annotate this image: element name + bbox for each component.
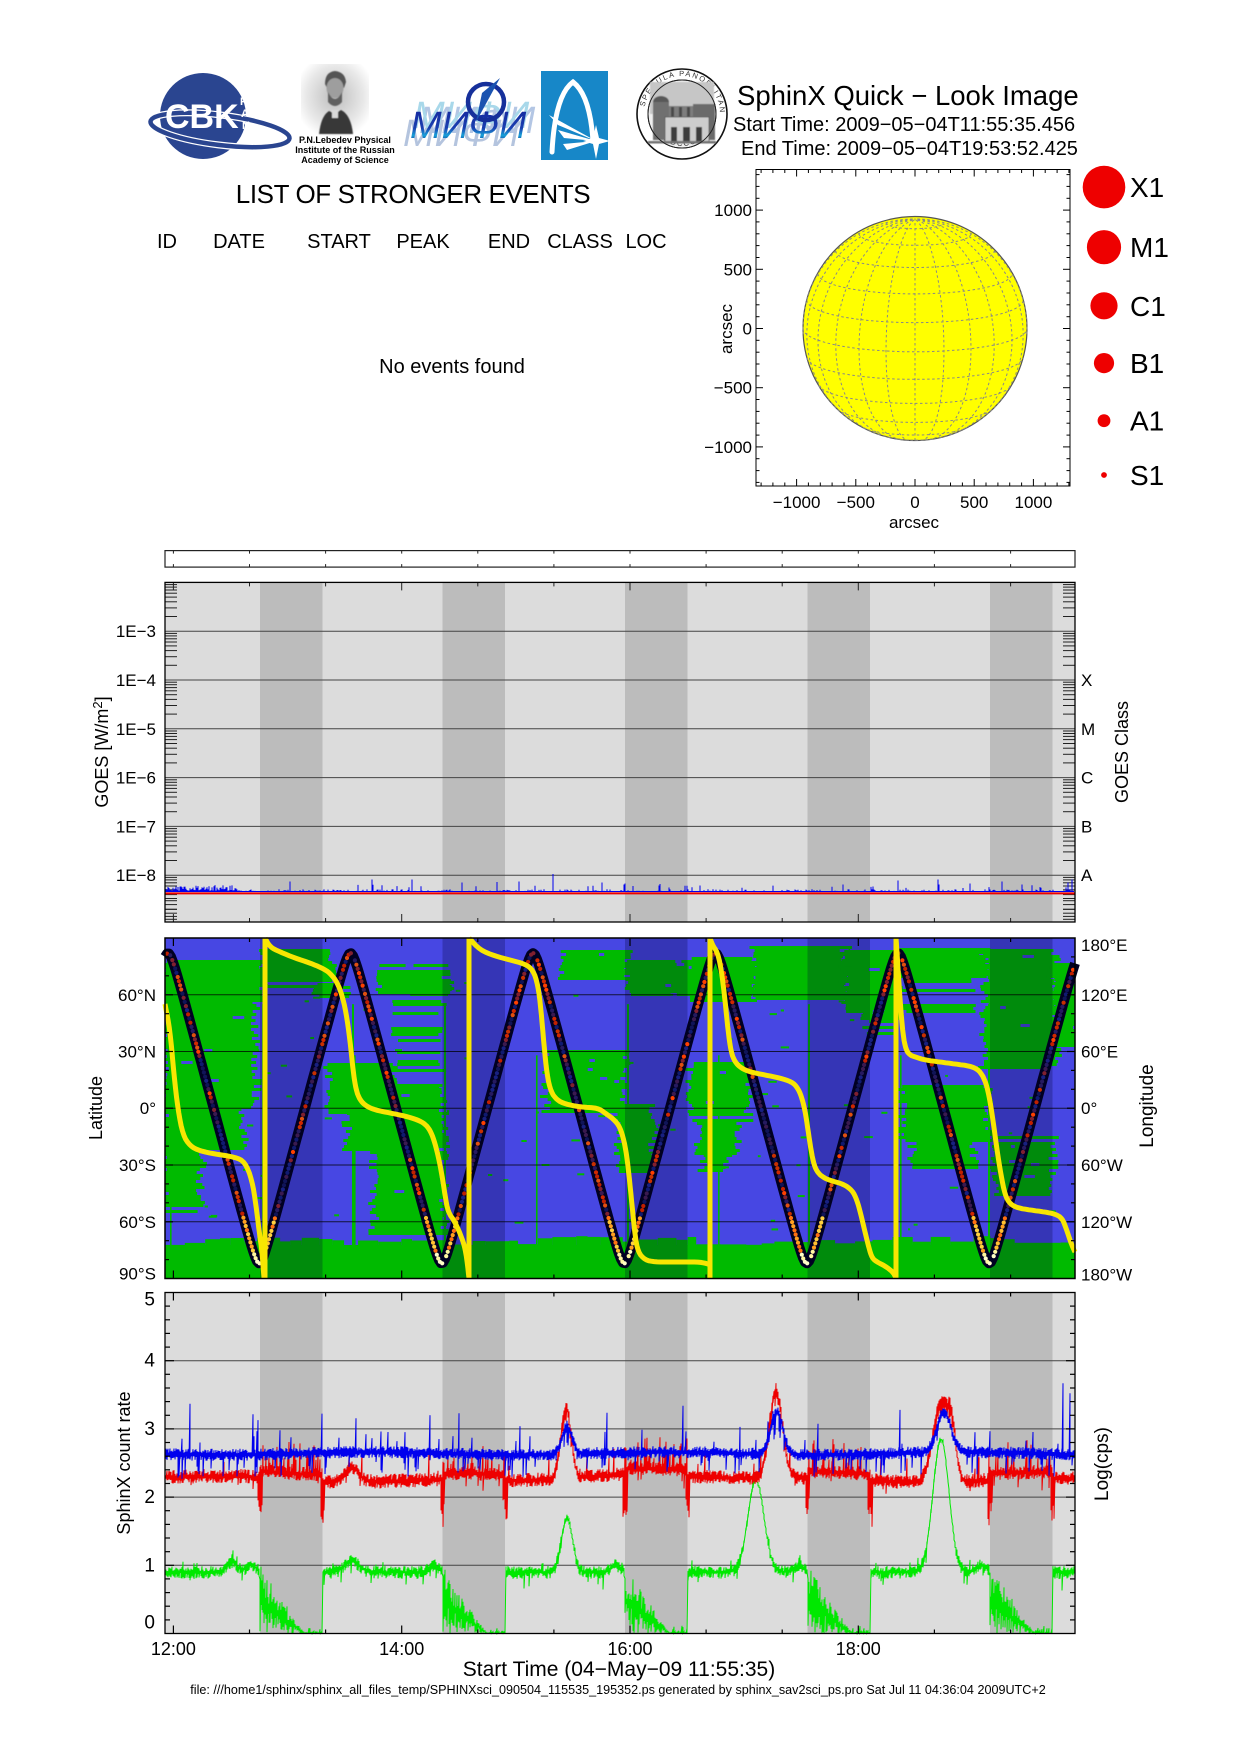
svg-text:90°S: 90°S bbox=[119, 1265, 156, 1284]
svg-text:1E−6: 1E−6 bbox=[116, 769, 156, 788]
svg-text:CBK: CBK bbox=[165, 98, 239, 136]
svg-text:Longitude: Longitude bbox=[1137, 1064, 1158, 1147]
svg-text:S1: S1 bbox=[1130, 460, 1164, 491]
svg-text:МИФИ: МИФИ bbox=[419, 100, 536, 142]
svg-text:120°W: 120°W bbox=[1081, 1213, 1132, 1232]
svg-text:180°W: 180°W bbox=[1081, 1266, 1132, 1285]
svg-text:30°N: 30°N bbox=[118, 1043, 156, 1062]
svg-text:END: END bbox=[488, 231, 530, 253]
svg-text:P: P bbox=[240, 96, 247, 108]
svg-text:1E−4: 1E−4 bbox=[116, 671, 156, 690]
svg-text:Start Time: 2009−05−04T11:55:3: Start Time: 2009−05−04T11:55:35.456 bbox=[733, 114, 1075, 136]
svg-text:60°S: 60°S bbox=[119, 1213, 156, 1232]
svg-text:SphinX Quick − Look Image: SphinX Quick − Look Image bbox=[737, 80, 1079, 111]
svg-text:Latitude: Latitude bbox=[86, 1076, 106, 1140]
svg-text:5: 5 bbox=[144, 1290, 155, 1311]
svg-text:End Time: 2009−05−04T19:53:52.: End Time: 2009−05−04T19:53:52.425 bbox=[741, 138, 1078, 160]
svg-text:B1: B1 bbox=[1130, 348, 1164, 379]
svg-text:B: B bbox=[1081, 817, 1092, 836]
svg-text:12:00: 12:00 bbox=[151, 1639, 196, 1659]
svg-text:LIST OF STRONGER EVENTS: LIST OF STRONGER EVENTS bbox=[236, 179, 590, 209]
svg-text:P.N.Lebedev Physical: P.N.Lebedev Physical bbox=[299, 135, 391, 145]
svg-text:0: 0 bbox=[144, 1613, 155, 1634]
svg-text:X1: X1 bbox=[1130, 172, 1164, 203]
svg-text:Academy of Science: Academy of Science bbox=[301, 155, 389, 165]
svg-text:16:00: 16:00 bbox=[607, 1639, 652, 1659]
svg-text:−1000: −1000 bbox=[773, 493, 821, 512]
svg-text:14:00: 14:00 bbox=[379, 1639, 424, 1659]
svg-text:CLASS: CLASS bbox=[547, 231, 613, 253]
svg-text:PEAK: PEAK bbox=[396, 231, 450, 253]
svg-text:GOES Class: GOES Class bbox=[1112, 701, 1132, 803]
svg-text:2: 2 bbox=[144, 1487, 155, 1508]
svg-text:A: A bbox=[1081, 866, 1093, 885]
svg-text:180°E: 180°E bbox=[1081, 936, 1128, 955]
svg-text:0°: 0° bbox=[140, 1099, 156, 1118]
svg-text:SphinX count rate: SphinX count rate bbox=[114, 1391, 134, 1534]
svg-text:START: START bbox=[307, 231, 371, 253]
svg-text:0: 0 bbox=[910, 493, 919, 512]
svg-text:1000: 1000 bbox=[714, 201, 752, 220]
svg-text:500: 500 bbox=[960, 493, 988, 512]
svg-text:4: 4 bbox=[144, 1351, 155, 1372]
svg-text:1E−7: 1E−7 bbox=[116, 817, 156, 836]
svg-text:file: ///home1/sphinx/sphinx_a: file: ///home1/sphinx/sphinx_all_files_t… bbox=[190, 1683, 1045, 1697]
svg-text:−500: −500 bbox=[714, 379, 752, 398]
svg-text:30°S: 30°S bbox=[119, 1156, 156, 1175]
svg-text:Log(cps): Log(cps) bbox=[1092, 1427, 1113, 1501]
svg-text:−1000: −1000 bbox=[704, 438, 752, 457]
svg-text:DATE: DATE bbox=[213, 231, 265, 253]
svg-text:120°E: 120°E bbox=[1081, 986, 1128, 1005]
svg-text:arcsec: arcsec bbox=[889, 513, 940, 532]
svg-text:18:00: 18:00 bbox=[836, 1639, 881, 1659]
svg-text:N: N bbox=[242, 120, 250, 132]
svg-text:3: 3 bbox=[144, 1419, 155, 1440]
svg-text:−500: −500 bbox=[837, 493, 875, 512]
svg-text:C1: C1 bbox=[1130, 291, 1166, 322]
svg-text:1: 1 bbox=[144, 1555, 155, 1576]
svg-text:500: 500 bbox=[724, 260, 752, 279]
svg-text:Start Time (04−May−09 11:55:35: Start Time (04−May−09 11:55:35) bbox=[463, 1658, 775, 1681]
svg-text:M1: M1 bbox=[1130, 232, 1169, 263]
svg-text:A1: A1 bbox=[1130, 406, 1164, 437]
svg-text:LOC: LOC bbox=[625, 231, 666, 253]
svg-text:ID: ID bbox=[157, 231, 177, 253]
svg-text:60°N: 60°N bbox=[118, 986, 156, 1005]
svg-text:Institute of the Russian: Institute of the Russian bbox=[295, 145, 395, 155]
svg-text:0°: 0° bbox=[1081, 1099, 1097, 1118]
svg-text:X: X bbox=[1081, 671, 1092, 690]
svg-text:1E−5: 1E−5 bbox=[116, 720, 156, 739]
svg-text:A: A bbox=[241, 108, 249, 120]
svg-text:GOES [W/m2]: GOES [W/m2] bbox=[90, 696, 112, 807]
svg-text:1000: 1000 bbox=[1014, 493, 1052, 512]
svg-text:arcsec: arcsec bbox=[717, 303, 736, 354]
svg-text:0: 0 bbox=[743, 320, 752, 339]
svg-text:C: C bbox=[1081, 769, 1093, 788]
svg-text:1E−3: 1E−3 bbox=[116, 622, 156, 641]
svg-text:60°E: 60°E bbox=[1081, 1043, 1118, 1062]
svg-text:M: M bbox=[1081, 720, 1095, 739]
svg-text:1E−8: 1E−8 bbox=[116, 866, 156, 885]
svg-text:No events found: No events found bbox=[379, 356, 525, 378]
svg-text:60°W: 60°W bbox=[1081, 1156, 1123, 1175]
svg-text:МИФИ: МИФИ bbox=[403, 113, 520, 155]
